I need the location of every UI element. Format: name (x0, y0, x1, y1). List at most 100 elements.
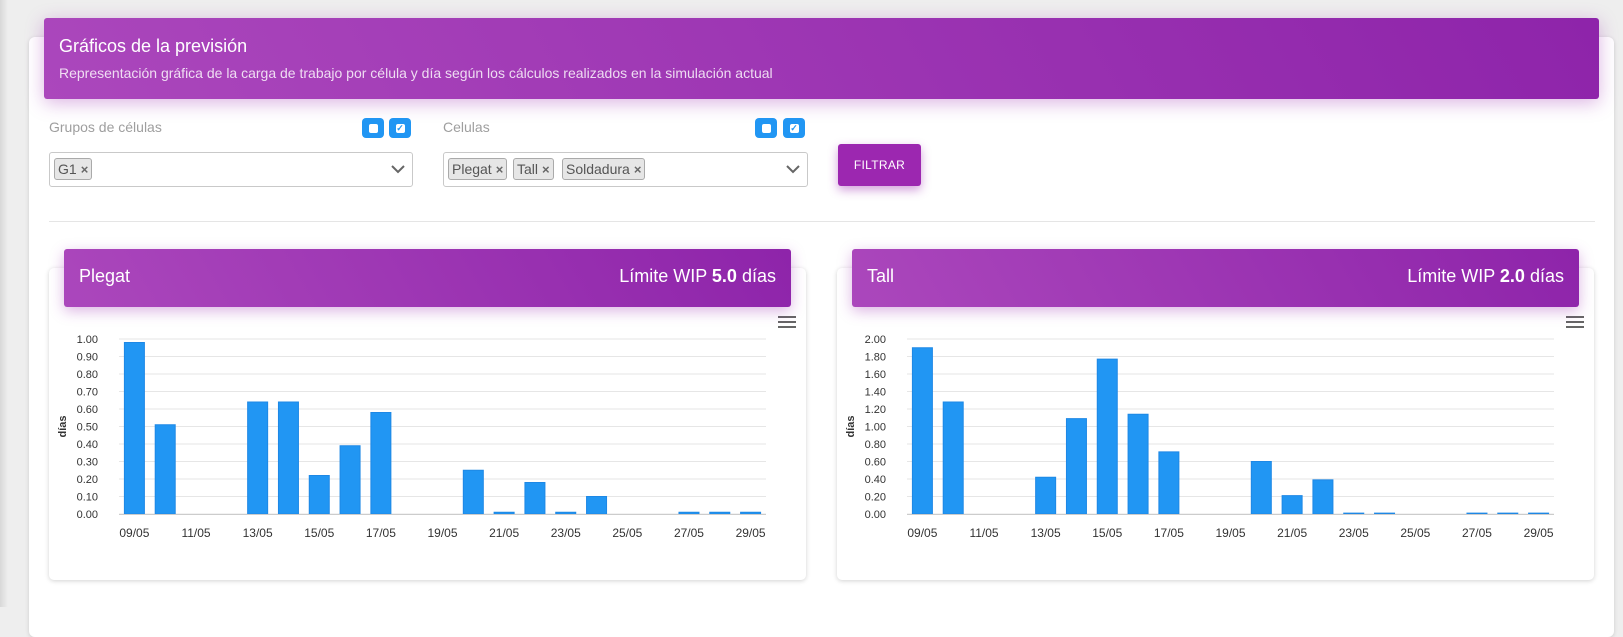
chart-title: Plegat (79, 266, 131, 286)
y-tick-label: 0.30 (77, 457, 98, 469)
bar[interactable] (586, 496, 608, 515)
bar[interactable] (709, 511, 731, 515)
chevron-down-icon[interactable] (783, 159, 803, 179)
x-tick-label: 27/05 (1462, 526, 1492, 540)
bar[interactable] (1466, 512, 1488, 515)
bar[interactable] (555, 511, 577, 515)
bar[interactable] (1497, 512, 1519, 515)
y-tick-label: 0.40 (865, 474, 886, 486)
x-tick-label: 19/05 (1215, 526, 1245, 540)
x-tick-label: 15/05 (304, 526, 334, 540)
empty-box-icon (761, 123, 771, 133)
x-tick-label: 09/05 (907, 526, 937, 540)
y-tick-label: 0.60 (77, 404, 98, 416)
bar-chart-plegat: 0.00 0.10 0.20 0.30 0.40 0.50 0.60 0.70 0.80 0.90… (57, 334, 766, 540)
bar[interactable] (1127, 413, 1149, 515)
wip-prefix: Límite WIP (619, 266, 707, 286)
y-tick-label: 1.00 (77, 334, 98, 346)
cells-deselect-all-button[interactable] (755, 118, 777, 138)
tag-plegat: Plegat × (448, 158, 508, 180)
x-tick-label: 27/05 (674, 526, 704, 540)
x-tick-label: 23/05 (551, 526, 581, 540)
cells-select[interactable]: Plegat × Tall × Soldadura × (443, 152, 808, 187)
groups-label: Grupos de células (49, 119, 162, 135)
x-tick-label: 13/05 (1031, 526, 1061, 540)
remove-tag-icon[interactable]: × (542, 161, 550, 177)
remove-tag-icon[interactable]: × (80, 161, 89, 177)
bar[interactable] (493, 511, 515, 515)
bar[interactable] (942, 401, 964, 515)
y-tick-label: 0.80 (865, 439, 886, 451)
y-tick-label: 0.10 (77, 492, 98, 504)
y-tick-label: 0.00 (865, 509, 886, 521)
bar[interactable] (154, 424, 176, 515)
y-tick-label: 1.00 (865, 422, 886, 434)
x-tick-label: 13/05 (243, 526, 273, 540)
y-tick-label: 1.60 (865, 369, 886, 381)
x-tick-label: 25/05 (612, 526, 642, 540)
bar[interactable] (1343, 512, 1365, 515)
bar[interactable] (1528, 512, 1550, 515)
y-tick-label: 0.50 (77, 422, 98, 434)
x-tick-label: 09/05 (119, 526, 149, 540)
bar[interactable] (911, 347, 933, 515)
chart-card-plegat (49, 268, 806, 580)
remove-tag-icon[interactable]: × (495, 161, 504, 177)
bar[interactable] (524, 482, 546, 515)
bar[interactable] (277, 401, 299, 515)
tag-label: Soldadura (566, 161, 630, 177)
bar[interactable] (462, 469, 484, 515)
check-icon: ✓ (789, 122, 799, 133)
tag-label: Plegat (452, 161, 492, 177)
groups-select[interactable]: G1 × (49, 152, 413, 187)
bar[interactable] (247, 401, 269, 515)
y-axis-label: días (57, 415, 69, 437)
filter-button[interactable]: FILTRAR (838, 144, 921, 186)
bar[interactable] (678, 511, 700, 515)
y-tick-label: 1.40 (865, 387, 886, 399)
bar[interactable] (1374, 512, 1396, 515)
groups-select-all-button[interactable]: ✓ (389, 118, 411, 138)
page-title: Gráficos de la previsión (59, 36, 248, 56)
x-tick-label: 11/05 (181, 526, 210, 540)
check-icon: ✓ (395, 122, 405, 133)
tag-g1: G1 × (54, 158, 93, 180)
x-tick-label: 29/05 (1524, 526, 1554, 540)
bar[interactable] (1065, 418, 1087, 515)
x-tick-label: 25/05 (1400, 526, 1430, 540)
bar[interactable] (370, 412, 392, 515)
tag-soldadura: Soldadura × (562, 158, 646, 180)
y-tick-label: 0.60 (865, 457, 886, 469)
bar[interactable] (740, 511, 762, 515)
x-tick-label: 15/05 (1092, 526, 1122, 540)
remove-tag-icon[interactable]: × (633, 161, 642, 177)
bar[interactable] (339, 445, 361, 515)
cells-label: Celulas (443, 119, 490, 135)
chart-header-plegat: Plegat Límite WIP 5.0 días (64, 249, 791, 307)
y-tick-label: 0.90 (77, 352, 98, 364)
bar[interactable] (1158, 451, 1180, 515)
x-tick-label: 29/05 (736, 526, 766, 540)
y-tick-label: 1.80 (865, 352, 886, 364)
bar[interactable] (308, 475, 330, 515)
tag-tall: Tall × (513, 158, 554, 180)
wip-prefix: Límite WIP (1407, 266, 1495, 286)
bar[interactable] (1250, 461, 1272, 515)
y-tick-label: 1.20 (865, 404, 886, 416)
bar[interactable] (1312, 479, 1334, 515)
groups-deselect-all-button[interactable] (362, 118, 384, 138)
chevron-down-icon[interactable] (388, 159, 408, 179)
bar[interactable] (1096, 358, 1118, 515)
y-tick-label: 0.20 (77, 474, 98, 486)
chart-title: Tall (867, 266, 895, 286)
x-tick-label: 17/05 (1154, 526, 1184, 540)
chart-menu-icon[interactable] (1566, 316, 1584, 330)
chart-menu-icon[interactable] (778, 316, 796, 330)
bar[interactable] (1035, 476, 1057, 515)
bar[interactable] (1281, 495, 1303, 515)
y-tick-label: 0.00 (77, 509, 98, 521)
y-axis-label: días (845, 415, 857, 437)
cells-select-all-button[interactable]: ✓ (783, 118, 805, 138)
bar[interactable] (123, 342, 145, 515)
x-tick-label: 19/05 (427, 526, 457, 540)
